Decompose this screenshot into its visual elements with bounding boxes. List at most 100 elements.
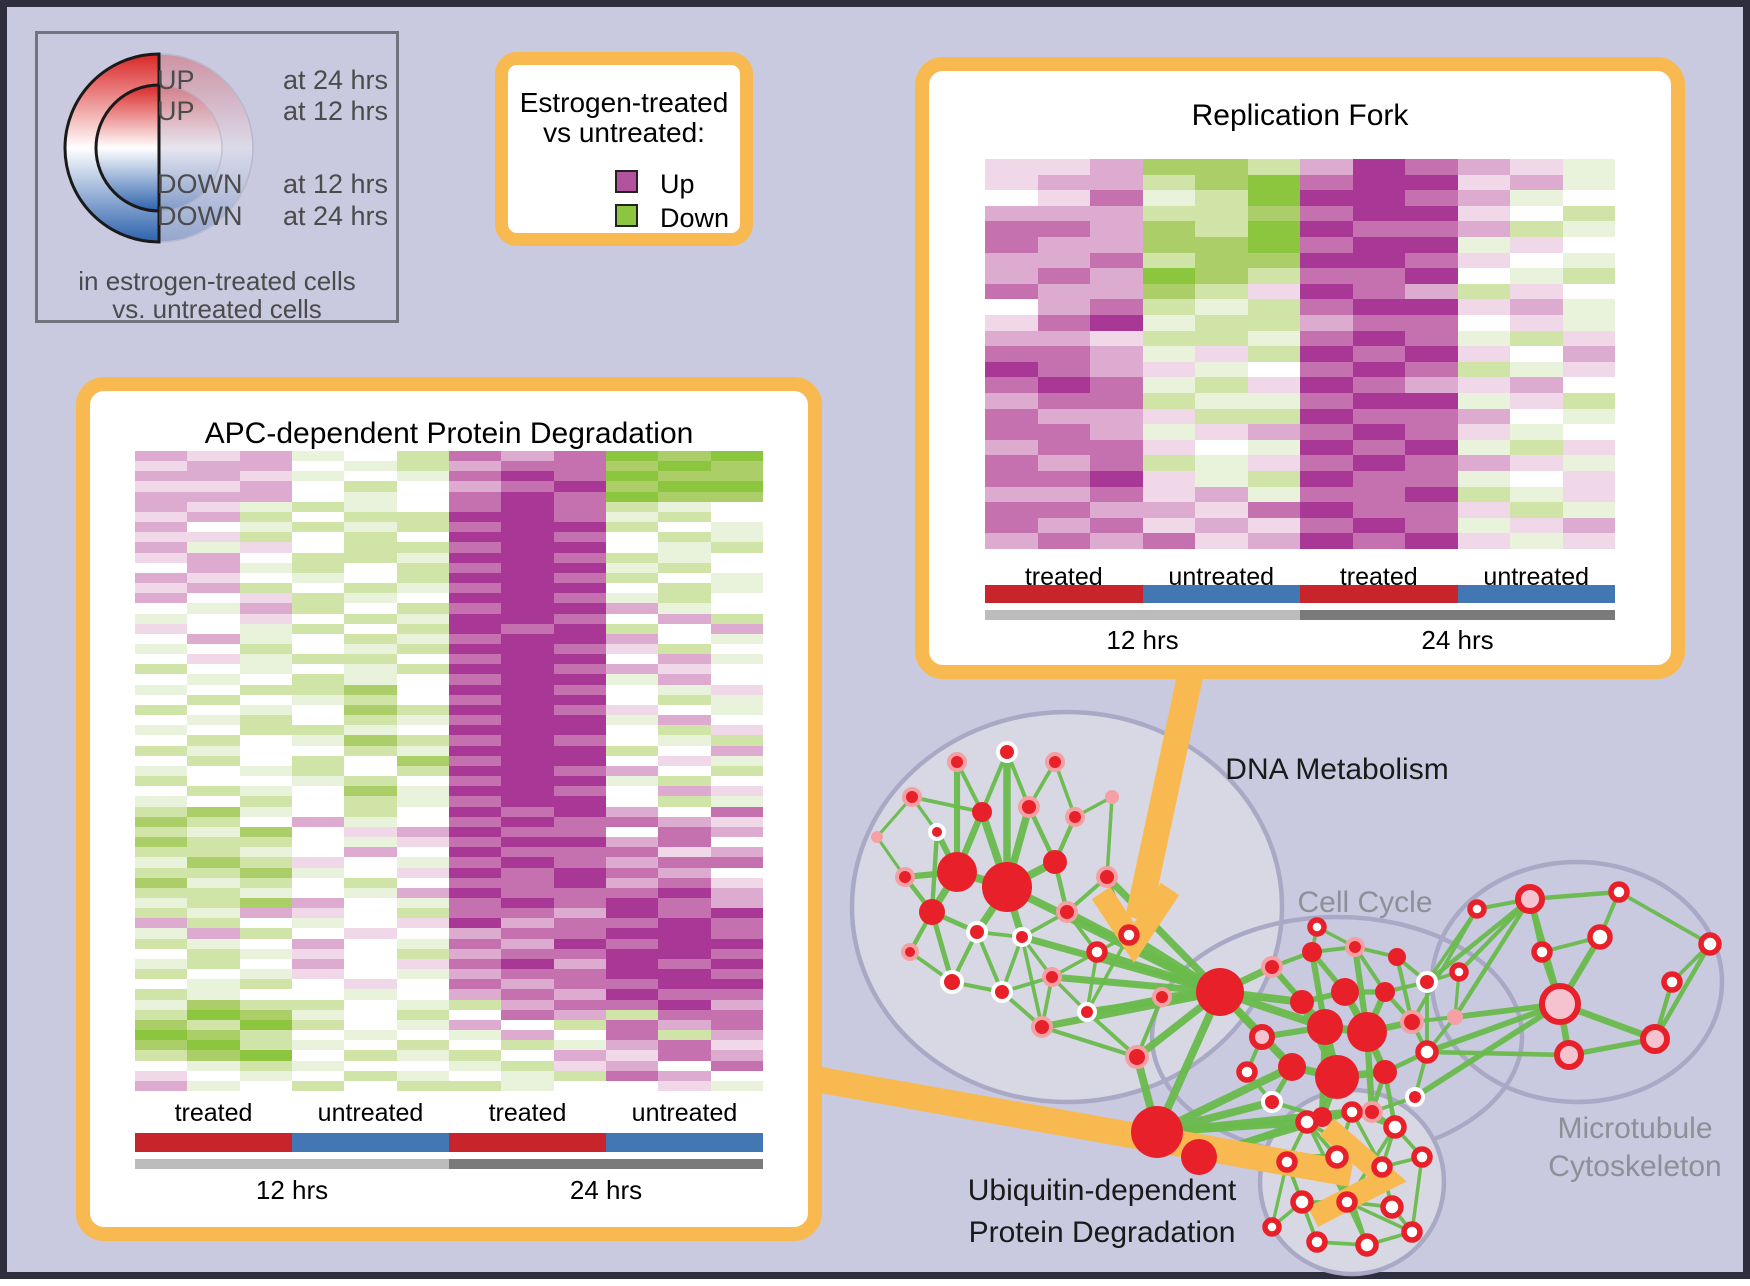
heatmap-cell bbox=[396, 572, 449, 584]
heatmap-cell bbox=[658, 908, 711, 919]
heatmap-cell bbox=[553, 471, 606, 482]
heatmap-cell bbox=[135, 989, 188, 1000]
heatmap-cell bbox=[553, 1009, 606, 1020]
heatmap-cell bbox=[344, 501, 397, 512]
heatmap-cell bbox=[291, 796, 345, 807]
heatmap-cell bbox=[135, 969, 188, 980]
heatmap-cell bbox=[291, 593, 345, 604]
heatmap-cell bbox=[448, 532, 502, 543]
heatmap-cell bbox=[344, 593, 397, 604]
heatmap-cell bbox=[553, 979, 606, 990]
heatmap-cell bbox=[239, 552, 292, 563]
heatmap-cell bbox=[553, 532, 606, 543]
heatmap-cell bbox=[605, 613, 659, 624]
heatmap-cell bbox=[553, 867, 606, 878]
heatmap-cell bbox=[501, 897, 554, 909]
heatmap-cell bbox=[135, 704, 188, 716]
heatmap-cell bbox=[1300, 486, 1353, 503]
network-node-solid bbox=[1181, 1139, 1217, 1175]
heatmap-cell bbox=[658, 1030, 711, 1041]
heatmap-cell bbox=[135, 897, 188, 909]
heatmap-cell bbox=[1142, 159, 1195, 175]
time-labels: 12 hrs 24 hrs bbox=[985, 625, 1615, 656]
heatmap-cell bbox=[501, 654, 554, 665]
ring-dir-down-12: DOWN bbox=[157, 169, 243, 199]
heatmap-cell bbox=[1195, 533, 1248, 549]
heatmap-cell bbox=[291, 989, 345, 1000]
heatmap-cell bbox=[1195, 252, 1248, 269]
heatmap-cell bbox=[187, 684, 240, 695]
heatmap-cell bbox=[239, 1080, 292, 1091]
heatmap-cell bbox=[135, 623, 188, 634]
heatmap-cell bbox=[658, 481, 711, 492]
heatmap-cell bbox=[396, 928, 449, 939]
heatmap-cell bbox=[1562, 174, 1615, 191]
heatmap-cell bbox=[396, 501, 449, 512]
heatmap-cell bbox=[710, 603, 763, 614]
treated-bar bbox=[1300, 585, 1458, 603]
heatmap-cell bbox=[1037, 377, 1090, 393]
heatmap-cell bbox=[1090, 533, 1143, 549]
up-label: Up bbox=[660, 169, 695, 199]
heatmap-cell bbox=[396, 1070, 449, 1081]
heatmap-cell bbox=[710, 755, 763, 766]
heatmap-cell bbox=[710, 562, 763, 573]
heatmap-cell bbox=[710, 511, 763, 523]
heatmap-cell bbox=[605, 928, 659, 939]
heatmap-cell bbox=[1037, 471, 1090, 487]
heatmap-cell bbox=[239, 542, 292, 553]
heatmap-cell bbox=[187, 877, 240, 888]
heatmap-cell bbox=[501, 491, 554, 502]
heatmap-cell bbox=[605, 644, 659, 655]
network-node-donutP bbox=[1539, 983, 1581, 1025]
heatmap-cell bbox=[239, 897, 292, 909]
heatmap-cell bbox=[448, 1030, 502, 1041]
heatmap-cell bbox=[1142, 190, 1195, 206]
heatmap-cell bbox=[658, 593, 711, 604]
heatmap-cell bbox=[396, 522, 449, 533]
heatmap-cell bbox=[1300, 517, 1353, 534]
heatmap-cell bbox=[344, 684, 397, 695]
time-color-bar bbox=[135, 1159, 763, 1169]
heatmap-cell bbox=[605, 552, 659, 563]
heatmap-cell bbox=[658, 461, 711, 472]
heatmap-cell bbox=[553, 887, 606, 898]
heatmap-cell bbox=[291, 786, 345, 797]
ring-dir-up-24: UP bbox=[157, 65, 195, 95]
heatmap-cell bbox=[239, 979, 292, 990]
heatmap-cell bbox=[396, 603, 449, 614]
heatmap-cell bbox=[1457, 377, 1510, 393]
heatmap-cell bbox=[985, 393, 1038, 409]
heatmap-cell bbox=[1510, 268, 1563, 284]
heatmap-cell bbox=[448, 1070, 502, 1081]
heatmap-cell bbox=[658, 1070, 711, 1081]
heatmap-cell bbox=[553, 715, 606, 726]
heatmap-cell bbox=[1405, 393, 1458, 409]
group-label-treated-24: treated bbox=[488, 1099, 567, 1127]
heatmap-cell bbox=[344, 948, 397, 959]
updown-rings-graphic bbox=[63, 52, 254, 244]
heatmap-cell bbox=[658, 1050, 711, 1061]
network-node-donutW bbox=[1341, 1101, 1363, 1123]
network-node-solid bbox=[1131, 1106, 1183, 1158]
network-node-ringP bbox=[1125, 1045, 1149, 1069]
heatmap-cell bbox=[187, 826, 240, 838]
heatmap-cell bbox=[135, 806, 188, 817]
heatmap-cell bbox=[605, 887, 659, 898]
heatmap-cell bbox=[710, 684, 763, 695]
heatmap-cell bbox=[1562, 439, 1615, 456]
12hrs-bar bbox=[135, 1159, 449, 1169]
heatmap-cell bbox=[501, 1050, 554, 1061]
heatmap-cell bbox=[239, 501, 292, 512]
heatmap-cell bbox=[710, 532, 763, 543]
heatmap-cell bbox=[658, 806, 711, 817]
heatmap-cell bbox=[553, 522, 606, 533]
heatmap-cell bbox=[239, 603, 292, 614]
heatmap-cell bbox=[658, 623, 711, 634]
heatmap-cell bbox=[344, 511, 397, 523]
heatmap-cell bbox=[501, 918, 554, 929]
heatmap-cell bbox=[605, 796, 659, 807]
heatmap-cell bbox=[187, 928, 240, 939]
heatmap-cell bbox=[291, 816, 345, 827]
heatmap-cell bbox=[187, 755, 240, 766]
